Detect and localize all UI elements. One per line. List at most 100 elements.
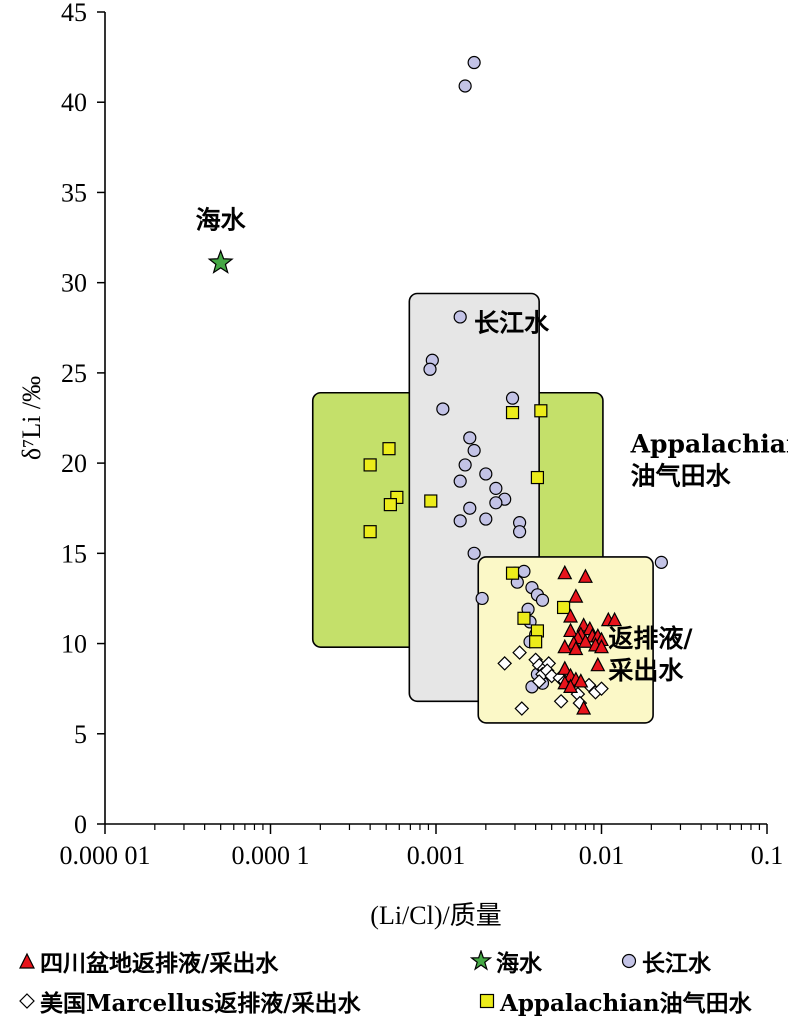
point-circle: [463, 501, 477, 515]
point-circle: [423, 362, 437, 376]
y-tick-label-8: 40: [61, 88, 87, 117]
point-square: [529, 635, 543, 649]
point-triangle: [568, 588, 584, 603]
point-circle: [505, 391, 520, 405]
point-square: [530, 624, 545, 638]
legend-item-appalachian: Appalachian油气田水: [478, 984, 752, 1018]
point-square: [505, 566, 520, 580]
point-circle: [467, 443, 481, 458]
annotations: 海水: [196, 206, 247, 235]
point-square: [382, 442, 396, 456]
series-4: [363, 404, 571, 649]
square-icon: [479, 993, 495, 1009]
star-icon: [470, 950, 492, 971]
y-tick-label-3: 15: [61, 539, 87, 568]
point-square: [363, 458, 377, 472]
region-boxes: [311, 292, 654, 724]
legend: 四川盆地返排液/采出水 海水 长江水 美国Marcellus返排液/采出水 Ap…: [0, 938, 788, 1018]
y-tick-label-2: 10: [61, 630, 87, 659]
point-circle: [453, 474, 467, 488]
region-label-1: 长江水: [474, 308, 550, 337]
y-axis-title: δ⁷Li /‰: [17, 376, 46, 460]
point-diamond: [497, 656, 513, 671]
point-circle: [463, 431, 477, 445]
annotation-0: 海水: [196, 206, 247, 235]
point-circle: [489, 481, 503, 495]
point-circle: [453, 310, 467, 324]
point-square: [530, 470, 545, 485]
point-square: [424, 494, 438, 508]
point-triangle: [576, 700, 592, 715]
point-square: [383, 498, 397, 512]
y-tick-label-6: 30: [61, 269, 87, 298]
y-tick-label-4: 20: [61, 449, 87, 478]
region-label-2: 返排液/采出水: [608, 624, 693, 685]
point-star: [207, 249, 234, 274]
y-tick-label-0: 0: [74, 810, 87, 839]
point-triangle: [557, 564, 573, 580]
legend-label-yangtze: 长江水: [642, 950, 711, 977]
point-square: [517, 611, 531, 625]
point-triangle: [590, 656, 606, 672]
x-tick-label-1: 0.000 1: [232, 841, 310, 870]
point-square: [505, 405, 520, 420]
diamond-icon: [19, 993, 35, 1009]
point-circle: [479, 512, 493, 526]
point-square: [534, 404, 548, 418]
data-points: [207, 55, 668, 716]
point-triangle: [557, 660, 573, 675]
legend-item-seawater: 海水: [470, 944, 542, 978]
point-circle: [467, 55, 481, 70]
legend-item-marcellus: 美国Marcellus返排液/采出水: [18, 984, 361, 1018]
point-diamond: [514, 701, 530, 716]
point-triangle: [568, 640, 584, 656]
legend-label-sichuan: 四川盆地返排液/采出水: [40, 950, 279, 977]
x-tick-label-2: 0.001: [407, 841, 466, 870]
point-square: [556, 600, 571, 615]
point-circle: [436, 402, 450, 416]
point-circle: [458, 458, 472, 472]
ticks: 0.000 01 0.000 1 0.001 0.01 0.1 0 5 10 15 20 25 30 3…: [60, 0, 784, 870]
point-circle: [467, 546, 481, 560]
point-circle: [513, 525, 527, 539]
point-circle: [458, 79, 472, 93]
circle-icon: [621, 953, 637, 969]
point-triangle: [577, 633, 593, 648]
series-0: [557, 564, 623, 715]
point-circle: [479, 467, 493, 481]
legend-label-appalachian: Appalachian油气田水: [500, 990, 752, 1017]
point-triangle: [607, 611, 623, 627]
point-circle: [475, 591, 489, 606]
point-square: [363, 525, 377, 539]
legend-item-yangtze: 长江水: [620, 944, 711, 978]
x-tick-label-0: 0.000 01: [60, 841, 151, 870]
point-circle: [489, 496, 503, 510]
x-tick-label-3: 0.01: [579, 841, 625, 870]
point-circle: [535, 593, 550, 607]
legend-item-sichuan: 四川盆地返排液/采出水: [18, 944, 278, 978]
region-box-2: [477, 556, 654, 724]
series-1: [207, 249, 234, 274]
y-tick-label-1: 5: [74, 720, 87, 749]
point-triangle: [557, 638, 573, 654]
legend-label-marcellus: 美国Marcellus返排液/采出水: [40, 990, 361, 1017]
point-diamond: [594, 681, 609, 697]
point-circle: [654, 555, 668, 569]
point-diamond: [531, 674, 547, 689]
point-triangle: [594, 638, 609, 654]
point-triangle: [573, 673, 589, 688]
y-tick-label-5: 25: [61, 359, 87, 388]
point-triangle: [563, 622, 579, 638]
y-tick-label-9: 45: [61, 0, 87, 27]
point-triangle: [563, 608, 579, 623]
x-axis-title: (Li/Cl)/质量: [370, 901, 501, 930]
triangle-icon: [19, 952, 35, 969]
region-label-0: Appalachian 油气田水: [630, 429, 788, 490]
point-triangle: [563, 678, 579, 693]
point-triangle: [577, 568, 593, 583]
y-tick-label-7: 35: [61, 178, 87, 207]
point-circle: [517, 564, 531, 578]
legend-label-seawater: 海水: [496, 950, 542, 977]
